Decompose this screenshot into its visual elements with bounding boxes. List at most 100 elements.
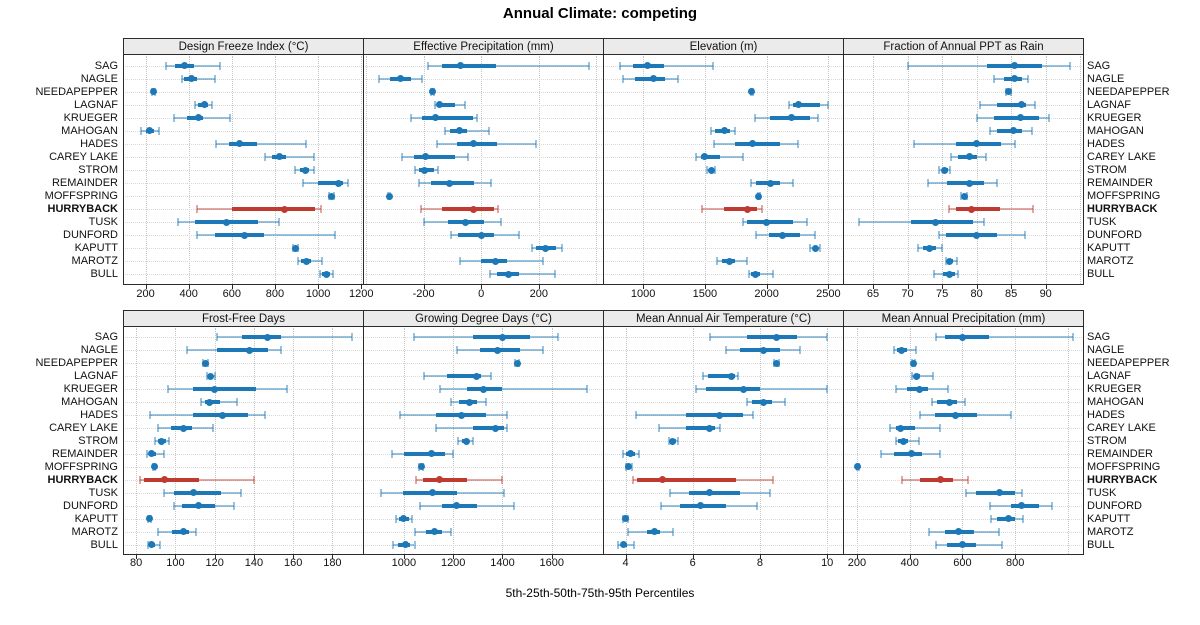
row-guide — [365, 363, 602, 365]
site-label-left: HADES — [80, 409, 118, 422]
cap-5th — [162, 488, 165, 497]
x-tick-label: 80 — [970, 288, 983, 300]
median-dot — [811, 244, 819, 252]
median-dot — [453, 502, 461, 510]
cap-95th — [534, 139, 537, 148]
row-guide — [605, 222, 842, 224]
x-tick-label: 1000 — [305, 288, 331, 300]
cap-5th — [140, 126, 143, 135]
median-dot — [456, 62, 464, 70]
cap-5th — [157, 527, 160, 536]
cap-5th — [488, 270, 491, 279]
median-dot — [958, 333, 966, 341]
median-dot — [897, 424, 905, 432]
site-label-left: LAGNAF — [73, 370, 118, 383]
x-tick-label: 70 — [901, 288, 914, 300]
site-label-left: BULL — [90, 268, 118, 281]
site-label-right: TUSK — [1087, 216, 1117, 229]
cap-5th — [157, 424, 160, 433]
row-guide — [845, 248, 1082, 250]
cap-5th — [900, 475, 903, 484]
cap-5th — [634, 411, 637, 420]
median-dot — [302, 257, 310, 265]
median-dot — [966, 153, 974, 161]
median-dot — [926, 244, 934, 252]
cap-95th — [1010, 411, 1013, 420]
row-guide — [125, 170, 362, 171]
cap-5th — [742, 218, 745, 227]
cap-95th — [946, 385, 949, 394]
row-guide — [365, 544, 602, 546]
range-25-75 — [437, 102, 455, 107]
cap-5th — [892, 346, 895, 355]
row-guide — [845, 492, 1082, 494]
panel-header: Effective Precipitation (mm) — [363, 38, 604, 55]
range-25-75 — [636, 477, 737, 482]
median-dot — [706, 424, 714, 432]
row-guide — [605, 170, 842, 171]
row-guide — [605, 337, 842, 339]
median-dot — [161, 476, 169, 484]
cap-5th — [413, 527, 416, 536]
cap-95th — [464, 100, 467, 109]
median-dot — [755, 192, 763, 200]
range-5-95 — [215, 142, 307, 145]
site-label-right: LAGNAF — [1087, 370, 1132, 383]
site-label-right: MAROTZ — [1087, 525, 1134, 538]
median-dot — [931, 218, 939, 226]
cap-95th — [411, 514, 414, 523]
x-tick-mark — [453, 555, 455, 559]
panel-header: Elevation (m) — [603, 38, 844, 55]
median-dot — [462, 437, 470, 445]
site-label-right: HURRYBACK — [1087, 473, 1158, 486]
range-25-75 — [193, 387, 256, 392]
cap-95th — [421, 74, 424, 83]
range-25-75 — [724, 207, 757, 212]
cap-5th — [725, 346, 728, 355]
site-label-right: KAPUTT — [1087, 242, 1131, 255]
x-tick-mark — [643, 285, 645, 289]
site-label-left: REMAINDER — [51, 177, 118, 190]
cap-95th — [917, 437, 920, 445]
cap-5th — [422, 218, 425, 227]
cap-5th — [146, 449, 149, 458]
median-dot — [428, 450, 435, 458]
cap-5th — [879, 449, 882, 458]
x-tick-label: -200 — [412, 288, 435, 300]
x-tick-label: 100 — [166, 557, 185, 569]
cap-95th — [278, 218, 281, 227]
site-label-left: NAGLE — [80, 344, 118, 357]
site-label-right: KRUEGER — [1087, 111, 1142, 124]
row-guide — [125, 402, 362, 404]
cap-95th — [1051, 501, 1054, 510]
median-dot — [179, 528, 187, 536]
median-dot — [946, 257, 954, 265]
cap-5th — [422, 372, 425, 381]
cap-5th — [975, 113, 978, 122]
median-dot — [650, 528, 658, 536]
cap-5th — [214, 139, 217, 148]
cap-95th — [228, 113, 231, 122]
median-dot — [431, 114, 439, 122]
cap-5th — [927, 179, 930, 188]
row-guide — [125, 544, 362, 546]
row-guide — [365, 248, 602, 250]
median-dot — [473, 372, 481, 380]
x-tick-label: 600 — [222, 288, 242, 300]
median-dot — [436, 476, 444, 484]
row-guide — [605, 117, 842, 119]
row-guide — [365, 376, 602, 378]
cap-5th — [296, 257, 299, 266]
median-dot — [669, 437, 677, 445]
median-dot — [179, 424, 187, 432]
x-tick-mark — [502, 555, 504, 559]
median-dot — [291, 244, 299, 252]
row-guide — [365, 78, 602, 80]
cap-5th — [919, 411, 922, 420]
cap-95th — [351, 333, 353, 342]
cap-95th — [755, 501, 758, 510]
median-dot — [720, 127, 728, 135]
median-dot — [505, 270, 513, 278]
range-25-75 — [911, 220, 974, 225]
x-tick-mark — [827, 555, 829, 559]
